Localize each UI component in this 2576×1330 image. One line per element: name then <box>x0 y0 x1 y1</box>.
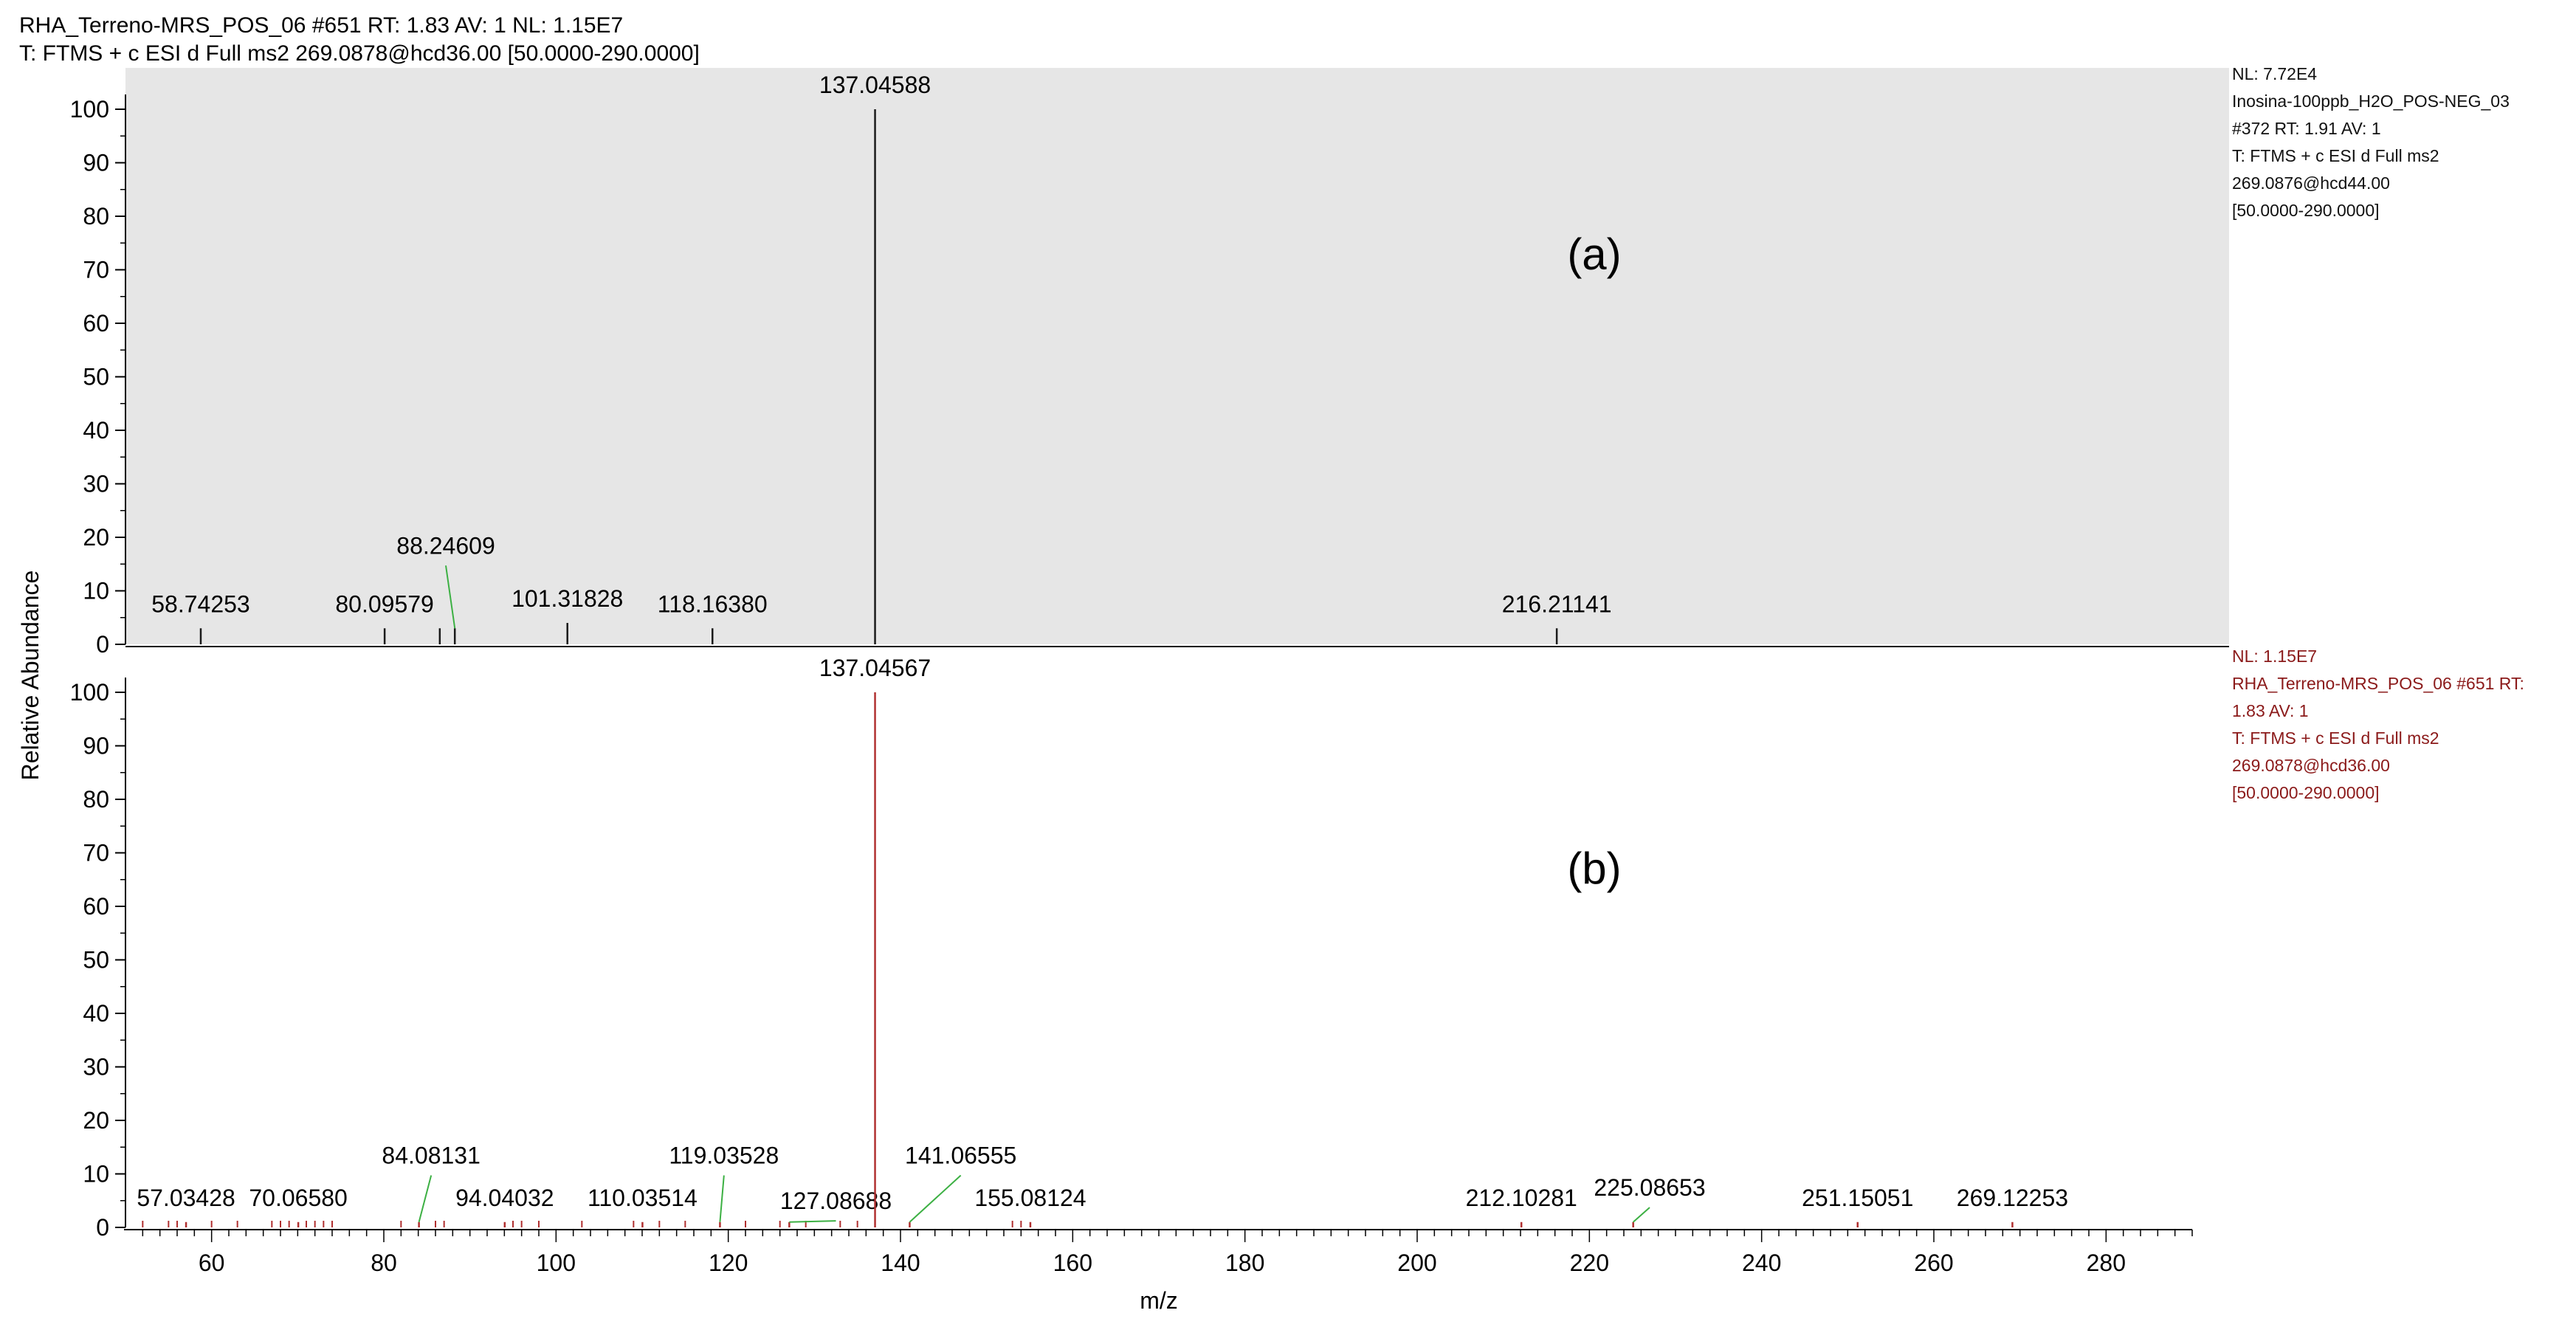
peak-label: 212.10281 <box>1466 1185 1577 1211</box>
y-tick-label: 40 <box>83 417 109 444</box>
peak-label-leader <box>418 1175 433 1223</box>
spectrum-info-line: 1.83 AV: 1 <box>2232 701 2309 720</box>
y-tick-label: 50 <box>83 947 109 974</box>
spectrum-info-line: Inosina-100ppb_H2O_POS-NEG_03 <box>2232 92 2510 111</box>
panel-label: (a) <box>1567 230 1621 279</box>
peak-label-leader <box>1633 1207 1650 1223</box>
peak-label: 269.12253 <box>1957 1185 2068 1211</box>
y-tick-label: 60 <box>83 310 109 337</box>
peak-label: 251.15051 <box>1802 1185 1913 1211</box>
x-tick-label: 60 <box>199 1250 225 1276</box>
peak-label-leader <box>445 565 456 629</box>
y-tick-label: 70 <box>83 257 109 283</box>
plot-area-background <box>125 68 2229 644</box>
spectrum-info-line: NL: 7.72E4 <box>2232 64 2317 83</box>
y-tick-label: 10 <box>83 1161 109 1188</box>
peak-label-leader <box>719 1175 725 1222</box>
y-tick-label: 20 <box>83 524 109 551</box>
spectrum-info-line: [50.0000-290.0000] <box>2232 201 2380 220</box>
y-tick-label: 70 <box>83 840 109 866</box>
peak-label: 84.08131 <box>382 1143 480 1169</box>
peak-label: 118.16380 <box>658 590 768 617</box>
y-tick-label: 60 <box>83 893 109 920</box>
x-axis-title: m/z <box>1140 1287 1178 1314</box>
spectrum-info-line: NL: 1.15E7 <box>2232 647 2317 666</box>
y-tick-label: 10 <box>83 578 109 604</box>
peak-label: 58.74253 <box>151 590 249 617</box>
spectrum-info-line: 269.0878@hcd36.00 <box>2232 756 2390 775</box>
peak-label: 70.06580 <box>249 1185 347 1211</box>
x-tick-label: 200 <box>1397 1250 1436 1276</box>
x-tick-label: 160 <box>1053 1250 1092 1276</box>
x-tick-label: 100 <box>537 1250 576 1276</box>
y-tick-label: 50 <box>83 364 109 390</box>
spectrum-info-line: T: FTMS + c ESI d Full ms2 <box>2232 728 2439 748</box>
y-tick-label: 30 <box>83 1054 109 1081</box>
peak-label: 88.24609 <box>396 532 495 559</box>
peak-label: 101.31828 <box>512 585 623 612</box>
y-tick-label: 30 <box>83 471 109 497</box>
x-tick-label: 140 <box>881 1250 920 1276</box>
x-tick-label: 120 <box>709 1250 748 1276</box>
peak-label: 57.03428 <box>137 1185 235 1211</box>
y-tick-label: 90 <box>83 150 109 176</box>
peak-label: 80.09579 <box>335 590 433 617</box>
peak-label: 137.04567 <box>819 655 931 681</box>
header-scan-filter: T: FTMS + c ESI d Full ms2 269.0878@hcd3… <box>19 41 700 66</box>
peak-label: 216.21141 <box>1502 590 1612 617</box>
peak-label: 110.03514 <box>588 1185 698 1211</box>
y-tick-label: 20 <box>83 1107 109 1134</box>
y-tick-label: 0 <box>96 1214 109 1241</box>
header-title: RHA_Terreno-MRS_POS_06 #651 RT: 1.83 AV:… <box>19 13 623 38</box>
y-tick-label: 100 <box>70 96 109 123</box>
peak-label: 225.08653 <box>1594 1174 1705 1201</box>
x-tick-label: 180 <box>1225 1250 1264 1276</box>
y-tick-label: 80 <box>83 786 109 813</box>
peak-label: 155.08124 <box>974 1185 1086 1211</box>
x-tick-label: 80 <box>371 1250 397 1276</box>
panel-label: (b) <box>1567 844 1621 893</box>
y-axis-title: Relative Abundance <box>17 571 44 781</box>
peak-label: 127.08688 <box>780 1188 892 1214</box>
x-tick-label: 220 <box>1570 1250 1609 1276</box>
peak-label: 141.06555 <box>905 1143 1016 1169</box>
y-tick-label: 90 <box>83 733 109 759</box>
peak-label: 94.04032 <box>455 1185 554 1211</box>
x-tick-label: 240 <box>1742 1250 1781 1276</box>
peak-label: 137.04588 <box>819 72 931 98</box>
x-tick-label: 260 <box>1914 1250 1953 1276</box>
spectrum-info-line: #372 RT: 1.91 AV: 1 <box>2232 119 2381 138</box>
peak-label-leader <box>789 1220 836 1223</box>
peak-label-leader <box>909 1174 962 1223</box>
y-tick-label: 40 <box>83 1000 109 1027</box>
spectrum-info-line: RHA_Terreno-MRS_POS_06 #651 RT: <box>2232 674 2524 693</box>
y-tick-label: 0 <box>96 631 109 658</box>
spectrum-info-line: T: FTMS + c ESI d Full ms2 <box>2232 146 2439 165</box>
spectrum-info-line: 269.0876@hcd44.00 <box>2232 173 2390 193</box>
y-tick-label: 100 <box>70 679 109 706</box>
x-tick-label: 280 <box>2087 1250 2126 1276</box>
y-tick-label: 80 <box>83 203 109 230</box>
spectrum-info-line: [50.0000-290.0000] <box>2232 783 2380 802</box>
peak-label: 119.03528 <box>669 1143 779 1169</box>
